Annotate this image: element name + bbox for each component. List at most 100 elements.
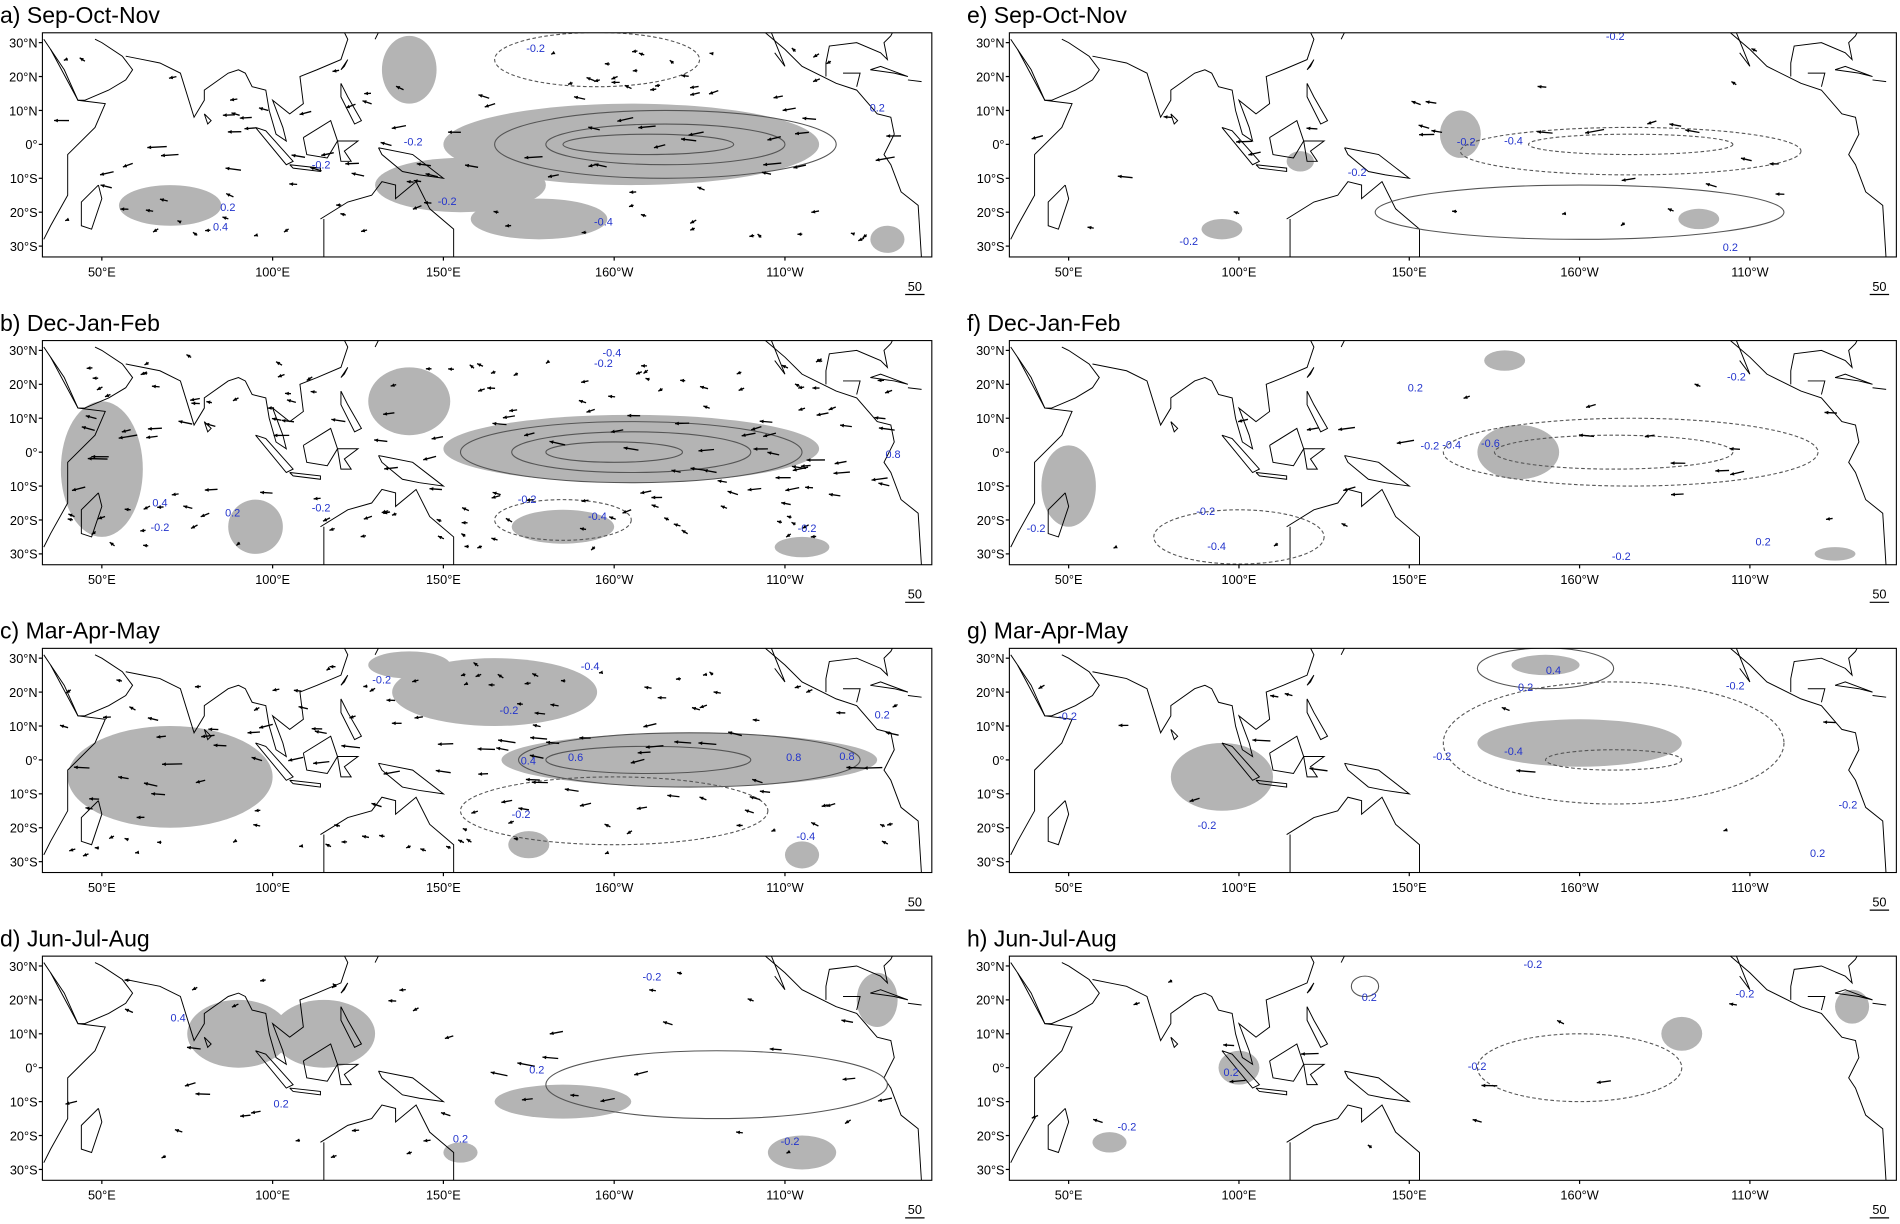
arrowhead bbox=[1621, 178, 1626, 182]
lon-tick-label: 100°E bbox=[1222, 572, 1257, 587]
arrowhead bbox=[1537, 84, 1542, 89]
significance-shading bbox=[508, 831, 550, 859]
arrowhead bbox=[657, 695, 662, 700]
arrowhead bbox=[1472, 1118, 1477, 1123]
arrowhead bbox=[331, 418, 336, 422]
arrowhead bbox=[1309, 767, 1314, 771]
arrowhead bbox=[581, 498, 586, 503]
arrowhead bbox=[806, 458, 811, 462]
panel-title: c) Mar-Apr-May bbox=[0, 618, 160, 644]
arrowhead bbox=[92, 376, 97, 381]
arrowhead bbox=[877, 1098, 883, 1103]
arrowhead bbox=[1038, 685, 1043, 689]
arrowhead bbox=[431, 436, 436, 440]
coastline bbox=[337, 140, 360, 162]
arrowhead bbox=[813, 78, 818, 82]
arrowhead bbox=[298, 705, 303, 710]
lon-tick-label: 160°W bbox=[595, 1188, 633, 1203]
arrowhead bbox=[251, 1110, 256, 1115]
arrowhead bbox=[579, 527, 585, 531]
arrowhead bbox=[329, 527, 334, 531]
lat-tick-label: 20°S bbox=[10, 821, 38, 836]
arrowhead bbox=[1252, 738, 1257, 743]
panel-title: f) Dec-Jan-Feb bbox=[967, 310, 1120, 336]
arrowhead bbox=[1705, 182, 1710, 187]
arrowhead bbox=[423, 1138, 428, 1143]
coastline bbox=[340, 59, 349, 71]
arrowhead bbox=[425, 172, 430, 177]
arrowhead bbox=[391, 125, 396, 130]
arrowhead bbox=[526, 498, 531, 502]
arrowhead bbox=[1284, 692, 1289, 697]
arrowhead bbox=[749, 795, 754, 800]
arrowhead bbox=[156, 734, 161, 739]
lon-tick-label: 50°E bbox=[88, 1188, 116, 1203]
arrowhead bbox=[1823, 720, 1828, 725]
lat-tick-label: 20°N bbox=[9, 993, 37, 1008]
arrowhead bbox=[291, 153, 296, 158]
arrowhead bbox=[713, 690, 718, 695]
arrowhead bbox=[1163, 115, 1168, 119]
coastline bbox=[1269, 1043, 1305, 1082]
arrowhead bbox=[604, 850, 610, 855]
coastline bbox=[378, 147, 446, 180]
coastline bbox=[907, 1002, 922, 1006]
arrowhead bbox=[493, 210, 498, 214]
arrowhead bbox=[171, 492, 176, 497]
arrowhead bbox=[351, 1128, 356, 1133]
arrowhead bbox=[828, 492, 833, 497]
coastline bbox=[1255, 472, 1288, 480]
contour-label: -0.2 bbox=[1433, 751, 1452, 763]
arrowhead bbox=[751, 426, 756, 431]
contour bbox=[545, 1050, 888, 1120]
coastline bbox=[764, 32, 922, 257]
arrowhead bbox=[299, 111, 304, 116]
arrowhead bbox=[581, 230, 586, 235]
coastline bbox=[374, 340, 380, 348]
coastline bbox=[1017, 962, 1100, 1025]
arrowhead bbox=[736, 823, 741, 828]
arrowhead bbox=[295, 1138, 300, 1143]
coastline bbox=[522, 1183, 539, 1197]
arrowhead bbox=[144, 361, 149, 365]
coastline bbox=[1306, 698, 1329, 741]
map-panel: -0.2-0.4-0.20.4-0.20.2 -0.4-0.20.8-0.2 bbox=[43, 340, 922, 565]
arrowhead bbox=[749, 233, 754, 238]
arrowhead bbox=[1669, 122, 1674, 127]
lat-tick-label: 20°N bbox=[976, 685, 1004, 700]
coastline bbox=[1807, 72, 1826, 87]
coastline bbox=[1017, 346, 1100, 409]
arrowhead bbox=[448, 367, 453, 371]
contour-label: -0.2 bbox=[781, 1136, 800, 1148]
arrowhead bbox=[586, 77, 591, 81]
arrowhead bbox=[690, 85, 695, 90]
coastline bbox=[1807, 688, 1826, 703]
arrowhead bbox=[826, 60, 831, 64]
significance-shading bbox=[1170, 742, 1274, 811]
arrowhead bbox=[477, 747, 482, 751]
contour bbox=[545, 123, 786, 166]
contour-label: -0.6 bbox=[1481, 438, 1500, 450]
lon-tick-label: 50°E bbox=[1055, 1188, 1083, 1203]
arrowhead bbox=[1093, 1118, 1098, 1123]
arrowhead bbox=[1233, 211, 1238, 215]
arrowhead bbox=[885, 389, 890, 394]
significance-shading bbox=[375, 157, 546, 213]
coastline bbox=[1340, 648, 1346, 656]
arrowhead bbox=[761, 171, 766, 175]
arrowhead bbox=[183, 505, 188, 509]
arrowhead bbox=[121, 429, 126, 433]
contour-label: -0.2 bbox=[1457, 136, 1476, 148]
contour-label: -0.2 bbox=[1197, 820, 1216, 832]
coastline bbox=[320, 180, 455, 257]
arrowhead bbox=[517, 1061, 522, 1066]
arrowhead bbox=[797, 232, 802, 237]
lat-tick-label: 10°S bbox=[977, 787, 1005, 802]
arrowhead bbox=[102, 715, 107, 720]
arrowhead bbox=[204, 488, 209, 492]
coastline bbox=[1092, 32, 1315, 143]
map-frame bbox=[1008, 340, 1897, 566]
arrowhead bbox=[1671, 492, 1675, 497]
arrowhead bbox=[609, 516, 614, 520]
